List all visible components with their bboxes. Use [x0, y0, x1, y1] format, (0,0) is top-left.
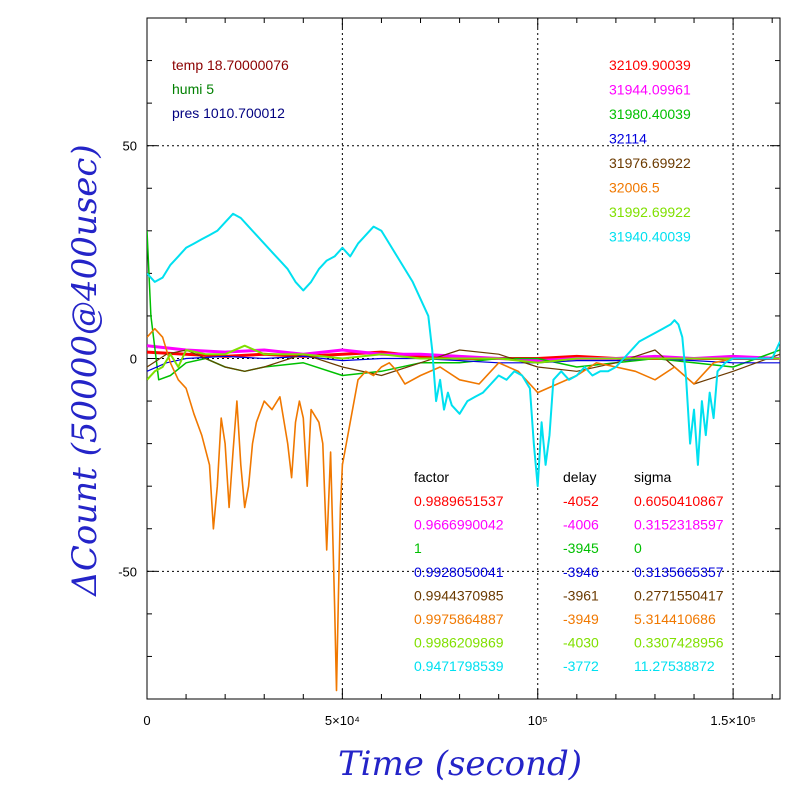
y-tick-label: -50	[118, 564, 137, 579]
x-tick-label: 5×10⁴	[325, 713, 360, 728]
stats-delay: -4052	[563, 493, 599, 509]
stats-sigma: 0.6050410867	[634, 493, 724, 509]
series-line	[147, 327, 780, 692]
series-legend-name: 31944.09961	[609, 82, 691, 98]
stats-delay: -4006	[563, 517, 599, 533]
stats-legend-header: factor	[414, 469, 449, 485]
y-tick-label: 0	[130, 352, 137, 367]
stats-sigma: 0.3307428956	[634, 635, 724, 651]
series-legend-name: 32006.5	[609, 180, 660, 196]
env-legend-entry: temp 18.70000076	[172, 57, 289, 73]
env-legend-entry: pres 1010.700012	[172, 105, 285, 121]
stats-factor: 0.9975864887	[414, 611, 504, 627]
series-line	[147, 344, 780, 381]
series-name-legend: 32109.90039 31944.09961 31980.40039 32114 31…	[609, 57, 691, 245]
x-tick-label: 0	[143, 713, 150, 728]
env-legend-entry: humi 5	[172, 81, 214, 97]
stats-delay: -3961	[563, 587, 599, 603]
series-legend-name: 31992.69922	[609, 204, 691, 220]
stats-sigma: 0.3135665357	[634, 564, 724, 580]
stats-factor: 0.9471798539	[414, 658, 504, 674]
stats-delay: -3946	[563, 564, 599, 580]
series-lines	[147, 212, 780, 692]
stats-factor: 0.9928050041	[414, 564, 504, 580]
y-axis-title: ΔCount (50000@400usec)	[65, 144, 105, 597]
series-line	[147, 230, 780, 381]
series-legend-name: 31976.69922	[609, 155, 691, 171]
env-legend: temp 18.70000076 humi 5 pres 1010.700012	[172, 57, 289, 121]
stats-factor: 0.9986209869	[414, 635, 504, 651]
stats-legend-header: delay	[563, 469, 596, 485]
stats-delay: -3945	[563, 540, 599, 556]
ticks: 0 5×10⁴ 10⁵ 1.5×10⁵ 50 0 -50	[118, 17, 780, 728]
x-axis-title: Time (second)	[338, 744, 582, 784]
series-legend-name: 31980.40039	[609, 106, 691, 122]
x-tick-label: 10⁵	[528, 713, 548, 728]
stats-sigma: 0.3152318597	[634, 517, 724, 533]
stats-legend: factor delay sigma 0.9889651537 -4052 0.60504…	[414, 469, 724, 674]
series-line	[147, 212, 780, 488]
series-legend-name: 31940.40039	[609, 229, 691, 245]
stats-sigma: 5.314410686	[634, 611, 716, 627]
stats-delay: -4030	[563, 635, 599, 651]
series-legend-name: 32114	[609, 131, 647, 147]
stats-factor: 0.9666990042	[414, 517, 504, 533]
stats-delay: -3949	[563, 611, 599, 627]
stats-sigma: 0.2771550417	[634, 587, 724, 603]
stats-delay: -3772	[563, 658, 599, 674]
stats-legend-header: sigma	[634, 469, 672, 485]
y-tick-label: 50	[123, 139, 137, 154]
stats-factor: 0.9944370985	[414, 587, 504, 603]
stats-sigma: 11.27538872	[634, 658, 715, 674]
stats-factor: 0.9889651537	[414, 493, 504, 509]
series-line	[147, 349, 780, 385]
x-tick-label: 1.5×10⁵	[710, 713, 756, 728]
series-legend-name: 32109.90039	[609, 57, 691, 73]
stats-factor: 1	[414, 540, 422, 556]
series-line	[147, 344, 780, 363]
stats-sigma: 0	[634, 540, 642, 556]
